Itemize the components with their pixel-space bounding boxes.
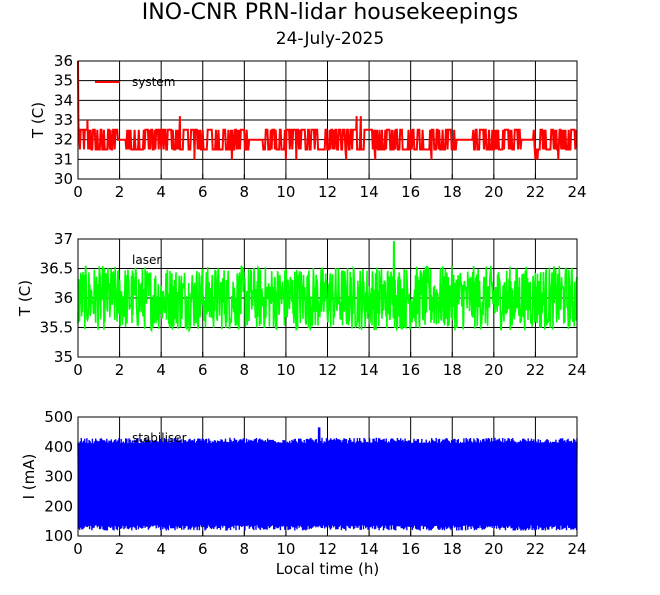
x-tick-label: 14 (360, 183, 379, 201)
x-tick-label: 16 (401, 183, 420, 201)
x-tick-label: 18 (443, 361, 462, 379)
x-tick-label: 2 (115, 540, 125, 558)
x-tick-label: 8 (240, 183, 250, 201)
chart-title: INO-CNR PRN-lidar housekeepings (141, 0, 519, 25)
x-tick-label: 6 (198, 183, 208, 201)
series-line-system (77, 60, 578, 160)
y-tick-label: 35 (54, 72, 73, 90)
x-axis-label: Local time (h) (276, 560, 380, 578)
x-tick-label: 24 (567, 361, 586, 379)
x-tick-label: 22 (526, 540, 545, 558)
x-tick-label: 8 (240, 361, 250, 379)
x-tick-label: 20 (484, 183, 503, 201)
y-tick-label: 100 (44, 527, 73, 545)
x-tick-label: 16 (401, 540, 420, 558)
y-tick-label: 36 (54, 52, 73, 70)
y-tick-label: 36.5 (40, 260, 73, 278)
series-line-stabiliser (77, 427, 578, 531)
x-tick-label: 14 (360, 540, 379, 558)
x-tick-label: 22 (526, 361, 545, 379)
y-tick-label: 30 (54, 170, 73, 188)
x-tick-label: 20 (484, 540, 503, 558)
chart-subtitle: 24-July-2025 (275, 29, 385, 49)
x-tick-label: 4 (156, 361, 166, 379)
x-tick-label: 0 (73, 361, 83, 379)
x-tick-label: 2 (115, 361, 125, 379)
x-tick-label: 10 (276, 540, 295, 558)
x-tick-label: 4 (156, 540, 166, 558)
legend-label: system (132, 75, 175, 89)
x-tick-label: 16 (401, 361, 420, 379)
y-tick-label: 36 (54, 289, 73, 307)
y-tick-label: 34 (54, 91, 73, 109)
y-tick-label: 500 (44, 408, 73, 426)
x-tick-label: 18 (443, 540, 462, 558)
x-tick-label: 12 (318, 361, 337, 379)
y-tick-label: 300 (44, 468, 73, 486)
y-axis-label: T (C) (29, 102, 47, 139)
series-line-laser (77, 241, 578, 333)
x-tick-label: 22 (526, 183, 545, 201)
y-tick-label: 32 (54, 131, 73, 149)
y-axis-label: T (C) (16, 280, 34, 317)
y-tick-label: 400 (44, 438, 73, 456)
x-tick-label: 10 (276, 183, 295, 201)
x-tick-label: 6 (198, 540, 208, 558)
x-tick-label: 24 (567, 183, 586, 201)
y-tick-label: 35.5 (40, 319, 73, 337)
x-tick-label: 2 (115, 183, 125, 201)
y-axis-label: I (mA) (20, 454, 38, 500)
x-tick-label: 0 (73, 540, 83, 558)
y-tick-label: 31 (54, 150, 73, 168)
legend-label: laser (132, 253, 161, 267)
x-tick-label: 24 (567, 540, 586, 558)
x-tick-label: 8 (240, 540, 250, 558)
x-tick-label: 0 (73, 183, 83, 201)
series-band-stabiliser (78, 443, 577, 525)
x-tick-label: 20 (484, 361, 503, 379)
x-tick-label: 12 (318, 540, 337, 558)
y-tick-label: 33 (54, 111, 73, 129)
legend-label: stabiliser (132, 431, 187, 445)
y-tick-label: 37 (54, 230, 73, 248)
x-tick-label: 14 (360, 361, 379, 379)
x-tick-label: 4 (156, 183, 166, 201)
x-tick-label: 10 (276, 361, 295, 379)
x-tick-label: 6 (198, 361, 208, 379)
x-tick-label: 12 (318, 183, 337, 201)
y-tick-label: 35 (54, 348, 73, 366)
y-tick-label: 200 (44, 497, 73, 515)
x-tick-label: 18 (443, 183, 462, 201)
